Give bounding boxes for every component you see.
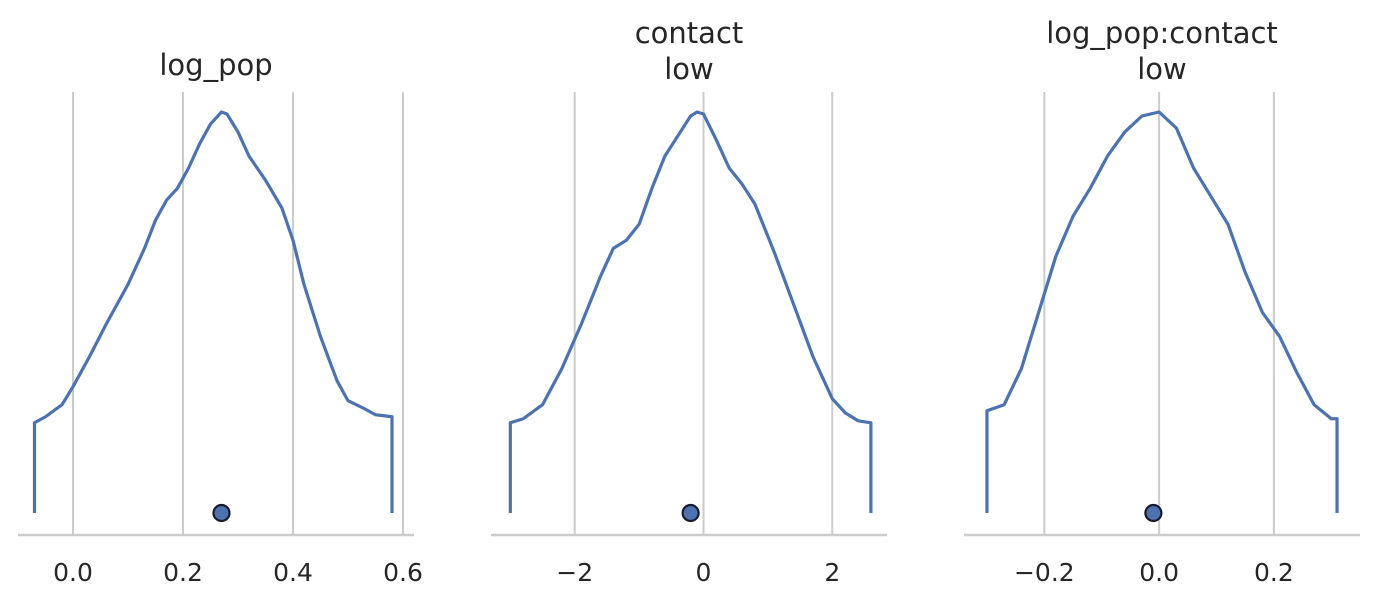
x-tick-label: 0.2 [1254, 558, 1294, 587]
x-tick-label: 0.6 [383, 558, 423, 587]
panel-1: 0.0 0.2 0.4 0.6 log_pop [18, 48, 423, 587]
panel-title: log_pop [159, 48, 272, 82]
density-curve [985, 110, 1339, 513]
x-tick-label: 0.4 [273, 558, 313, 587]
x-tick-label: 0.2 [163, 558, 203, 587]
x-tick-label: 0.0 [53, 558, 93, 587]
point-estimate-marker [212, 503, 231, 523]
panel-title: log_pop:contact [1046, 16, 1278, 50]
density-curve [32, 110, 394, 513]
x-tick-label: −0.2 [1014, 558, 1075, 587]
density-curve [508, 110, 873, 513]
point-estimate-marker [681, 503, 700, 523]
panel-title: contact [635, 16, 744, 50]
panel-title: low [664, 52, 714, 86]
panel-title: low [1137, 52, 1187, 86]
x-tick-label: 2 [824, 558, 840, 587]
x-tick-label: 0.0 [1139, 558, 1179, 587]
x-tick-label: 0 [696, 558, 712, 587]
point-estimate-marker [1144, 503, 1163, 523]
x-tick-label: −2 [556, 558, 593, 587]
